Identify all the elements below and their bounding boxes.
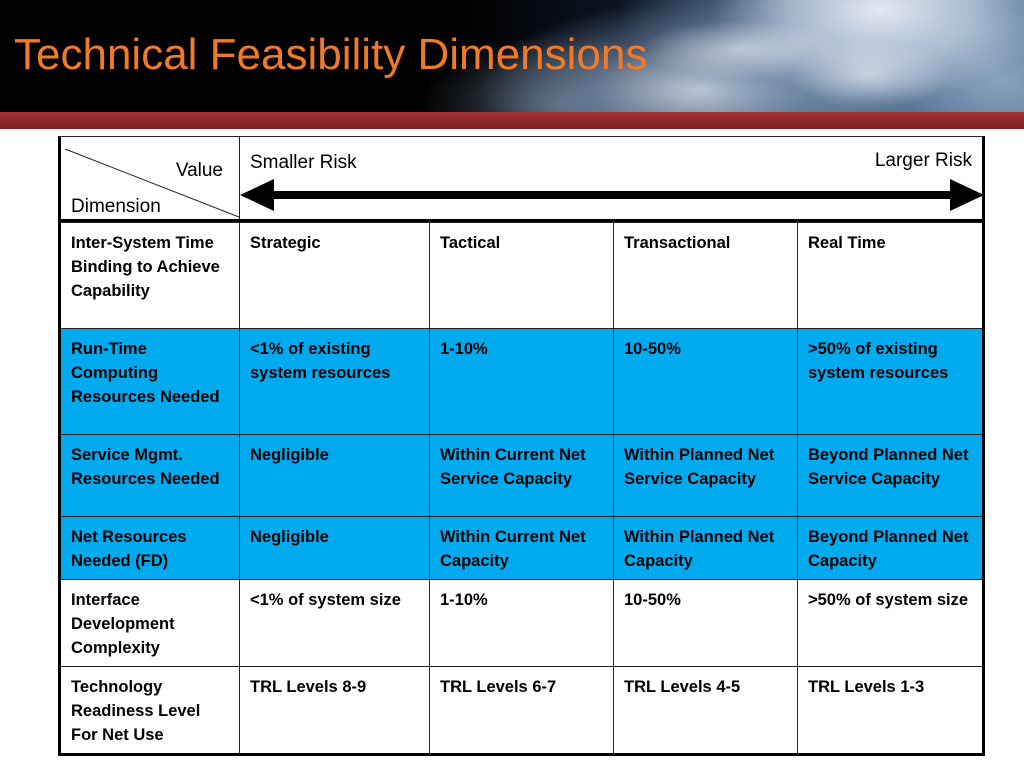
transactional-cell: 10-50% [613,328,798,435]
feasibility-table-container: Value Dimension Smaller Risk Larger Risk… [58,136,985,756]
table-row: Net Resources Needed (FD) Negligible Withi… [58,516,985,580]
tactical-cell: Tactical [429,222,614,329]
earth-clouds-image [790,40,950,110]
strategic-cell: <1% of existing system resources [239,328,430,435]
strategic-cell: Strategic [239,222,430,329]
double-arrow-icon [240,179,984,211]
smaller-risk-label: Smaller Risk [250,152,357,173]
table-row: Technology Readiness Level For Net Use TR… [58,666,985,756]
dimension-cell: Run-Time Computing Resources Needed [58,328,240,435]
transactional-cell: TRL Levels 4-5 [613,666,798,756]
transactional-cell: Within Planned Net Capacity [613,516,798,580]
tactical-cell: Within Current Net Capacity [429,516,614,580]
diagonal-divider [64,148,240,218]
real-time-cell: >50% of existing system resources [797,328,985,435]
transactional-cell: Transactional [613,222,798,329]
dimension-cell: Technology Readiness Level For Net Use [58,666,240,756]
table-row: Run-Time Computing Resources Needed <1% o… [58,328,985,435]
strategic-cell: Negligible [239,434,430,517]
tactical-cell: TRL Levels 6-7 [429,666,614,756]
tactical-cell: 1-10% [429,579,614,667]
tactical-cell: Within Current Net Service Capacity [429,434,614,517]
feasibility-table: Value Dimension Smaller Risk Larger Risk [58,136,985,222]
header-banner: Technical Feasibility Dimensions [0,0,1024,112]
header-corner-cell: Value Dimension [58,136,240,222]
real-time-cell: Real Time [797,222,985,329]
real-time-cell: >50% of system size [797,579,985,667]
real-time-cell: TRL Levels 1-3 [797,666,985,756]
transactional-cell: Within Planned Net Service Capacity [613,434,798,517]
dimension-cell: Service Mgmt. Resources Needed [58,434,240,517]
strategic-cell: TRL Levels 8-9 [239,666,430,756]
real-time-cell: Beyond Planned Net Service Capacity [797,434,985,517]
table-row: Service Mgmt. Resources Needed Negligible… [58,434,985,517]
transactional-cell: 10-50% [613,579,798,667]
dimension-cell: Net Resources Needed (FD) [58,516,240,580]
feasibility-table-body: Inter-System Time Binding to Achieve Cap… [58,222,985,756]
slide-title: Technical Feasibility Dimensions [14,30,648,79]
table-header-row: Value Dimension Smaller Risk Larger Risk [58,136,985,222]
value-label: Value [175,160,223,181]
real-time-cell: Beyond Planned Net Capacity [797,516,985,580]
tactical-cell: 1-10% [429,328,614,435]
strategic-cell: <1% of system size [239,579,430,667]
strategic-cell: Negligible [239,516,430,580]
title-divider-band [0,112,1024,129]
risk-scale-cell: Smaller Risk Larger Risk [239,136,985,222]
dimension-label: Dimension [71,196,161,217]
table-row: Interface Development Complexity <1% of s… [58,579,985,667]
larger-risk-label: Larger Risk [874,150,972,171]
dimension-cell: Inter-System Time Binding to Achieve Cap… [58,222,240,329]
dimension-cell: Interface Development Complexity [58,579,240,667]
table-row: Inter-System Time Binding to Achieve Cap… [58,222,985,329]
